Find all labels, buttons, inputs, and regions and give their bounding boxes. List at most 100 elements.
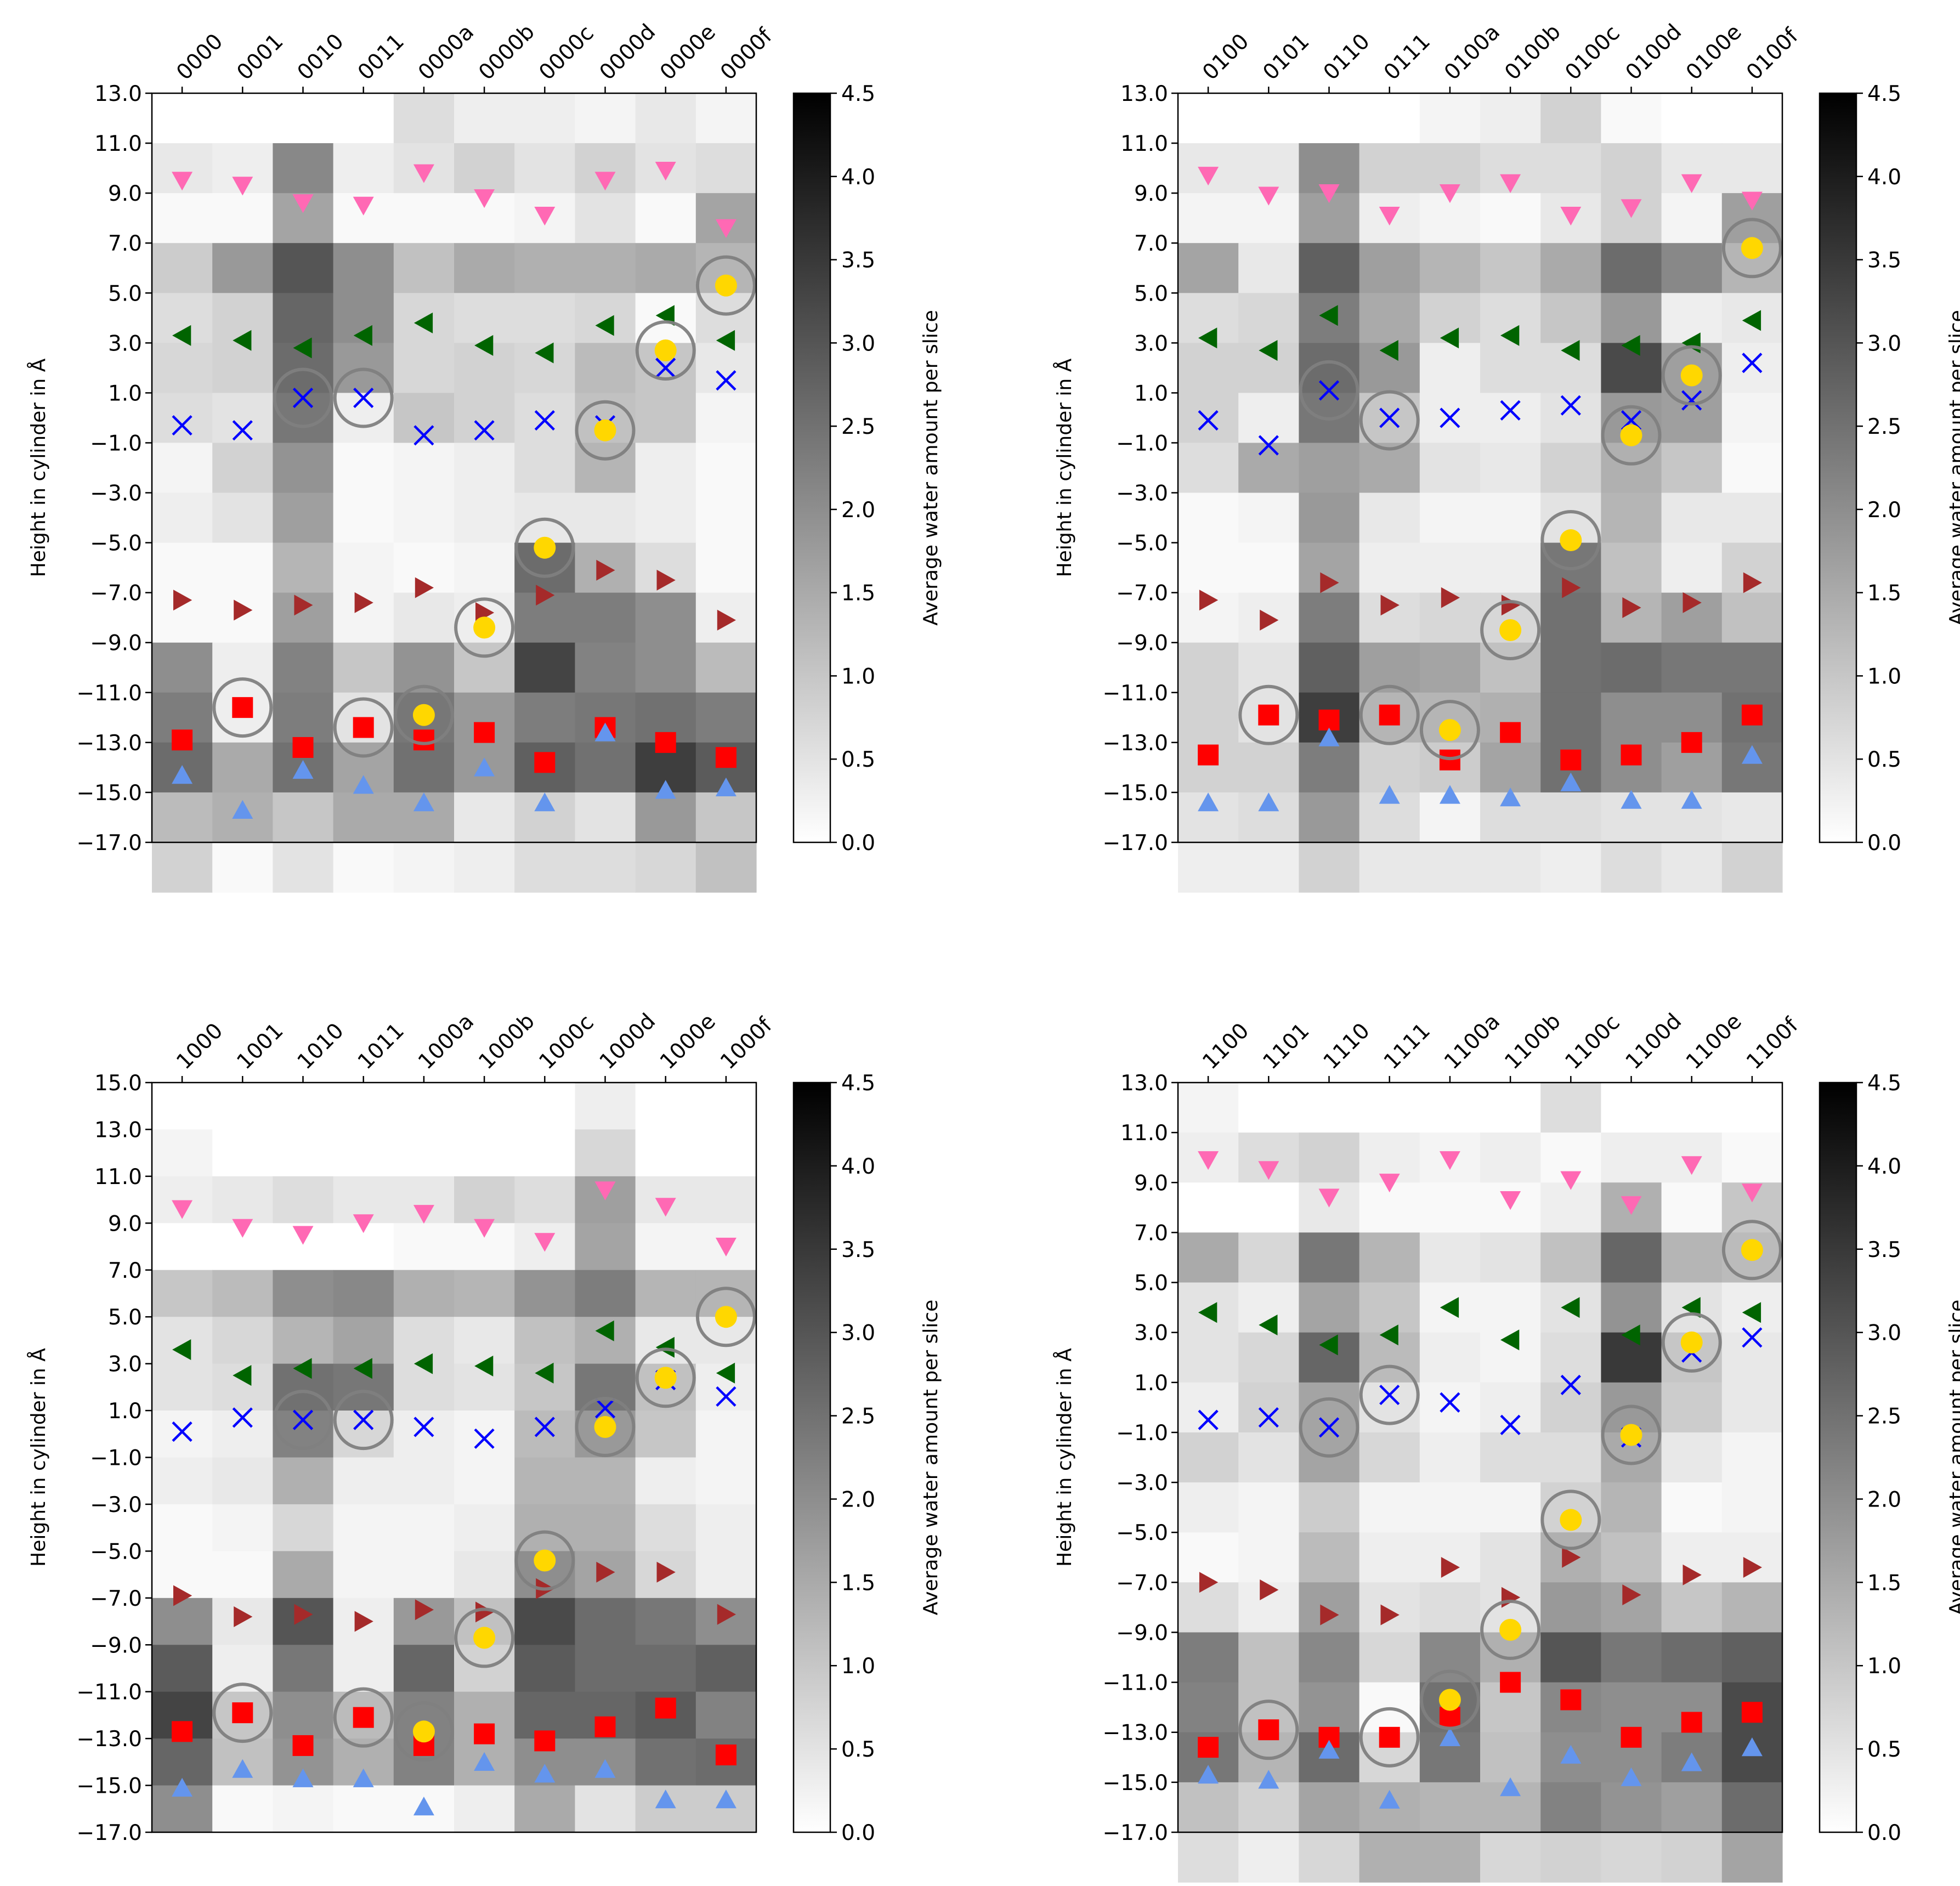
heatmap-cell [1480,1232,1541,1283]
heatmap-cell [1419,492,1481,543]
marker-gold-dot [594,1415,616,1438]
colorbar-gradient [1819,1081,1857,1833]
heatmap-cell [1480,742,1541,793]
heatmap-cell [1721,1482,1783,1533]
marker-red-square [534,752,556,773]
y-tick-label: −5.0 [90,1539,142,1564]
marker-red-square [1500,722,1521,743]
heatmap-cell [635,393,696,444]
marker-green-left [1440,1297,1459,1318]
heatmap-cell [635,1598,696,1645]
heatmap-cell [1238,1382,1299,1433]
x-axis: 0000 0001 0010 0011 0000a0000b0000c0000d0000… [172,20,778,93]
x-axis: 0100 0101 0110 0111 0100a0100b0100c0100d0100… [1198,20,1804,93]
heatmap-cell [393,842,455,893]
colorbar-tick-label: 1.0 [1867,664,1901,689]
x-tick-label: 0100f [1742,23,1804,85]
x-tick-label: 0111 [1379,29,1435,85]
heatmap-cell [152,842,213,893]
x-tick-label: 0100 [1198,29,1254,85]
marker-blue-x [1379,1384,1400,1406]
colorbar-tick-label: 2.0 [841,498,875,523]
heatmap-cell [1721,1582,1783,1633]
heatmap-cell [1661,293,1723,343]
marker-blue-x [1258,1407,1279,1428]
marker-lightblue-up [655,1789,676,1809]
y-tick-label: 5.0 [1134,281,1168,306]
heatmap-cell [273,842,334,893]
marker-darkred-right [1380,1604,1400,1626]
marker-lightblue-up [1681,790,1702,809]
marker-lightblue-up [474,757,495,777]
y-axis-label: Height in cylinder in Å [1052,358,1076,577]
heatmap-cell [1359,293,1420,343]
y-axis-label: Height in cylinder in Å [26,358,50,577]
marker-pink-down [172,172,193,191]
x-tick-label: 0000f [716,23,778,85]
heatmap-cell [1359,1432,1420,1483]
heatmap-cell [1419,1482,1481,1533]
heatmap-cell [1540,692,1601,743]
markers [1198,1151,1782,1809]
heatmap-cell [273,642,334,693]
heatmap-cell [695,343,757,393]
heatmap-cell [1178,1482,1239,1533]
heatmap-cell [695,443,757,494]
marker-darkred-right [1622,597,1641,618]
y-tick-label: 1.0 [1134,1371,1168,1396]
heatmap-cell [212,1551,273,1599]
marker-lightblue-up [353,1768,374,1787]
heatmap-cell [212,1083,273,1130]
heatmap-cell [1661,542,1723,593]
marker-gold-dot [1741,1239,1763,1261]
heatmap-cell [1178,1682,1239,1733]
heatmap-panel-2: 13.0 11.0 9.0 7.0 5.0 3.0 1.0 −1.0 −3.0 −5.0 −7.0 −… [1052,20,1960,893]
heatmap-cell [1238,1083,1299,1133]
heatmap-cell [1299,1582,1360,1633]
highlight-circle [1238,1700,1299,1760]
marker-red-square [1560,1689,1582,1711]
heatmap-cell [1601,1682,1662,1733]
heatmap-cell [1178,1632,1239,1683]
heatmap-cell [1359,642,1420,693]
heatmap-cell [1540,1632,1601,1683]
marker-darkred-right [354,1611,373,1632]
y-tick-label: −1.0 [90,1446,142,1471]
heatmap-cell [1238,542,1299,593]
colorbar-tick-label: 2.5 [841,1404,875,1429]
colorbar-tick-label: 0.5 [841,747,875,772]
heatmap-cell [1419,343,1481,393]
marker-lightblue-up [715,777,737,796]
x-tick-label: 0000d [595,20,661,86]
marker-lightblue-up [1198,1765,1219,1784]
heatmap-cell [635,1411,696,1458]
marker-green-left [413,312,433,333]
heatmap-cell [1661,1382,1723,1433]
marker-red-square [655,1697,676,1719]
y-tick-label: 3.0 [1134,1321,1168,1346]
heatmap-cell [1178,692,1239,743]
heatmap-cell [454,842,515,893]
marker-pink-down [1681,174,1702,193]
x-tick-label: 1111 [1379,1018,1435,1074]
heatmap-cell [575,293,636,343]
colorbar-tick-label: 0.5 [1867,747,1901,772]
marker-lightblue-up [1560,1745,1582,1764]
heatmap-cell [1178,1582,1239,1633]
heatmap-cell [212,1270,273,1317]
highlight-circle [333,697,394,758]
heatmap-cell [1419,1532,1481,1583]
heatmap-cell [1359,542,1420,593]
heatmap-cell [514,592,575,643]
marker-pink-down [655,1198,676,1217]
heatmap-cells [1178,93,1783,893]
heatmap-cell [635,193,696,243]
highlight-circle [333,1687,394,1748]
colorbar-tick-label: 4.5 [841,1071,875,1096]
x-tick-label: 0101 [1259,29,1315,85]
marker-pink-down [292,194,314,213]
y-axis-label: Height in cylinder in Å [26,1348,50,1567]
heatmap-cell [635,443,696,494]
heatmap-cell [1419,842,1481,893]
marker-lightblue-up [353,775,374,794]
